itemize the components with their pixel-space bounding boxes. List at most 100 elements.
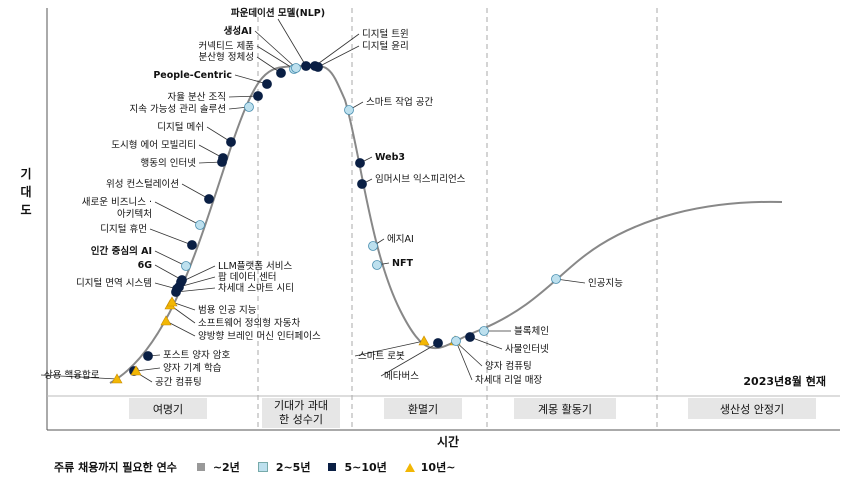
tech-36-leader (455, 340, 473, 381)
legend-swatch-gray (196, 463, 205, 471)
legend-swatch-light (257, 462, 268, 472)
tech-6-triangle-marker (166, 296, 178, 307)
tech-15-label: 위성 컨스털레이션 (106, 178, 179, 190)
x-axis-label: 시간 (437, 434, 459, 449)
y-axis-label-1: 기 (20, 166, 31, 181)
tech-32-marker (372, 260, 382, 270)
tech-28-marker (344, 105, 354, 115)
phase-box-3 (384, 398, 462, 419)
tech-38-label: 블록체인 (514, 326, 549, 337)
legend-title: 주류 채용까지 필요한 연수 (54, 461, 177, 474)
tech-34-marker (433, 338, 443, 348)
tech-21-marker (262, 79, 272, 89)
tech-12-marker (181, 261, 191, 271)
tech-7-label: 차세대 스마트 시티 (218, 282, 294, 294)
tech-19-label: 지속 가능성 관리 솔루션 (130, 104, 226, 115)
tech-30-marker (357, 179, 367, 189)
tech-18-marker (226, 137, 236, 147)
tech-3-marker (143, 351, 153, 361)
tech-12-label: 인간 중심의 AI (91, 245, 152, 257)
tech-14-label: 새로운 비즈니스 · 아키텍처 (82, 197, 152, 220)
legend-label: 5~10년 (344, 461, 387, 474)
tech-8-label: 디지털 면역 시스템 (76, 277, 152, 289)
tech-4-triangle-marker (160, 315, 172, 326)
tech-25-marker (301, 61, 311, 71)
legend-item-2y: ~2년 (196, 459, 240, 475)
tech-9-leader (178, 276, 216, 288)
tech-10-label: LLM플랫폼 서비스 (218, 261, 293, 272)
tech-14-leader (154, 201, 201, 226)
legend-item-2-5y: 2~5년 (257, 459, 311, 475)
tech-11-leader (154, 264, 183, 281)
tech-22-marker (276, 68, 286, 78)
tech-16-label: 행동의 인터넷 (141, 157, 197, 169)
tech-15-marker (204, 194, 214, 204)
tech-12-leader (154, 250, 187, 267)
tech-20-marker (253, 91, 263, 101)
tech-34-label: 메타버스 (384, 371, 419, 382)
tech-39-label: 인공지능 (588, 278, 623, 289)
tech-0-triangle-marker (111, 373, 123, 384)
tech-35-label: 양자 컴퓨팅 (485, 360, 532, 372)
tech-13-marker (187, 240, 197, 250)
tech-33-leader (354, 340, 425, 357)
legend-item-5-10y: 5~10년 (328, 459, 387, 475)
tech-2-leader (135, 367, 161, 372)
tech-28-label: 스마트 작업 공간 (366, 96, 433, 108)
as-of-date: 2023년8월 현재 (743, 374, 826, 388)
tech-20-label: 자율 분산 조직 (168, 92, 226, 103)
tech-11-label: 6G (138, 260, 153, 271)
tech-27-marker (313, 62, 323, 72)
legend: 주류 채용까지 필요한 연수 ~2년 2~5년 5~10년 10년~ (54, 458, 473, 476)
tech-4-leader (165, 320, 196, 337)
tech-4-label: 양방향 브레인 머신 인터페이스 (198, 330, 321, 342)
tech-27-leader (317, 45, 360, 68)
tech-17-marker (218, 153, 228, 163)
tech-21-label: People-Centric (153, 70, 232, 81)
tech-15-leader (181, 183, 210, 200)
tech-11-marker (177, 275, 187, 285)
phase-label-2b: 한 성수기 (279, 413, 323, 426)
phase-box-2 (262, 398, 340, 428)
phase-label-4: 계몽 활동기 (538, 402, 592, 416)
tech-24-marker (291, 63, 301, 73)
tech-19-marker (244, 102, 254, 112)
phase-box-5 (688, 398, 816, 419)
tech-6-label: 범용 인공 지능 (198, 305, 257, 316)
tech-29-marker (355, 158, 365, 168)
tech-33-triangle-marker (418, 335, 430, 346)
tech-26-leader (314, 33, 360, 67)
tech-9-label: 팝 데이터 센터 (218, 271, 276, 283)
tech-24-label: 생성AI (224, 25, 252, 37)
tech-37-marker (465, 332, 475, 342)
phase-box-4 (514, 398, 616, 419)
legend-label: 2~5년 (275, 461, 311, 474)
tech-27-label: 디지털 윤리 (362, 40, 409, 52)
tech-17-label: 도시형 에어 모빌리티 (111, 140, 196, 151)
tech-2-label: 양자 기계 학습 (163, 362, 222, 374)
legend-label: 10년~ (420, 461, 456, 474)
tech-34-leader (380, 342, 439, 377)
tech-37-leader (469, 336, 503, 350)
tech-37-label: 사물인터넷 (505, 344, 549, 355)
phase-boxes: 여명기 기대가 과대 한 성수기 환멸기 계몽 활동기 생산성 안정기 (129, 398, 816, 428)
phase-label-5: 생산성 안정기 (720, 403, 784, 416)
hype-curve (109, 64, 783, 384)
tech-18-label: 디지털 메쉬 (157, 121, 204, 133)
tech-23-leader (256, 45, 295, 70)
tech-21-leader (234, 74, 268, 85)
legend-item-10y: 10년~ (404, 459, 456, 475)
phase-label-3: 환멸기 (408, 403, 438, 416)
tech-31-marker (368, 241, 378, 251)
phase-label-2a: 기대가 과대 (274, 399, 328, 412)
tech-14-marker (195, 220, 205, 230)
tech-26-label: 디지털 트윈 (362, 28, 409, 40)
tech-33-label: 스마트 로봇 (358, 351, 405, 362)
legend-triangle-icon (404, 462, 415, 472)
tech-13-label: 디지털 휴먼 (100, 223, 147, 235)
tech-13-leader (149, 228, 193, 246)
tech-38-marker (479, 326, 489, 336)
tech-32-label: NFT (392, 258, 413, 269)
